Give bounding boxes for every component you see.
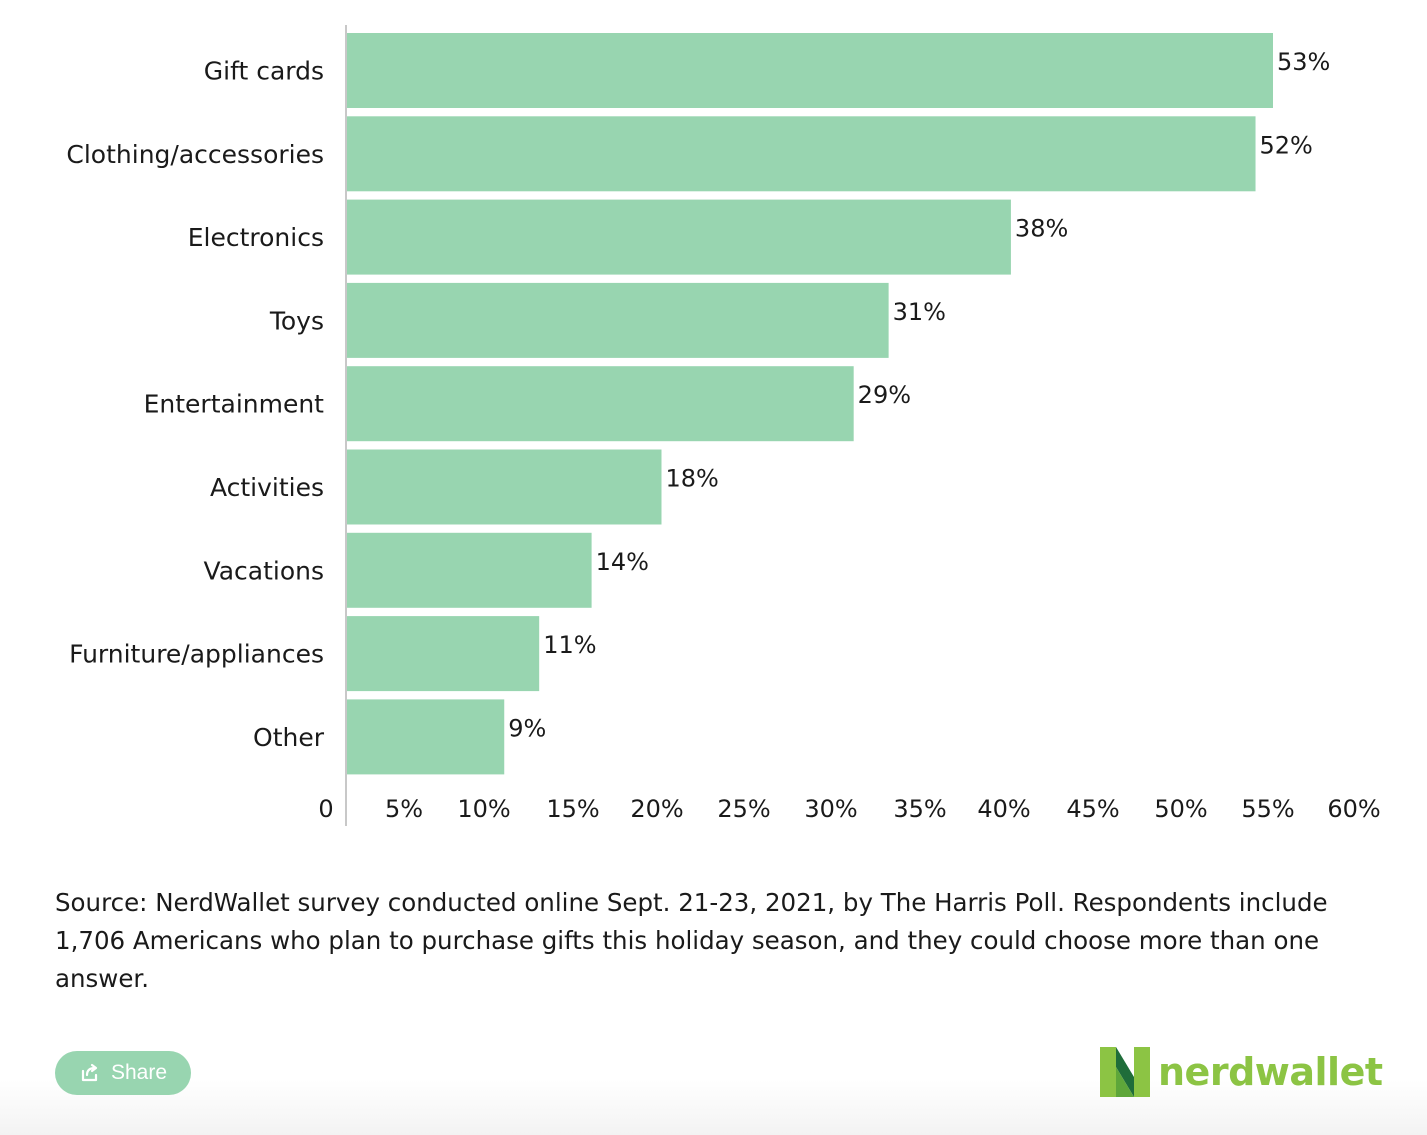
category-label: Toys: [269, 306, 324, 335]
x-tick-label: 45%: [1066, 795, 1119, 823]
value-label: 14%: [596, 548, 649, 576]
x-tick-label: 20%: [630, 795, 683, 823]
bar-5: [347, 449, 662, 525]
bar-1: [347, 116, 1256, 192]
x-tick-label: 15%: [546, 795, 599, 823]
category-label: Activities: [210, 473, 324, 502]
x-tick-label: 30%: [804, 795, 857, 823]
value-label: 29%: [858, 381, 911, 409]
bar-7: [347, 616, 540, 692]
value-label: 9%: [508, 714, 546, 742]
x-tick-label: 10%: [457, 795, 510, 823]
value-label: 53%: [1277, 48, 1330, 76]
x-tick-label: 60%: [1327, 795, 1380, 823]
bar-chart: Gift cards 53% Clothing/accessories 52% Elec…: [66, 25, 1381, 826]
bar-4: [347, 366, 854, 442]
x-axis-ticks: 0 5% 10% 15% 20% 25% 30% 35% 40% 45% 50% 55% 60%: [318, 795, 1380, 823]
x-tick-label: 40%: [977, 795, 1030, 823]
value-label: 52%: [1260, 131, 1313, 159]
x-tick-label: 0: [318, 795, 333, 823]
category-label: Gift cards: [204, 57, 324, 86]
category-label: Electronics: [188, 223, 324, 252]
x-tick-label: 50%: [1154, 795, 1207, 823]
bar-2: [347, 199, 1011, 275]
value-label: 31%: [893, 298, 946, 326]
x-tick-label: 55%: [1241, 795, 1294, 823]
category-label: Furniture/appliances: [69, 640, 324, 669]
bar-0: [347, 33, 1273, 108]
nerdwallet-logo-icon: [1100, 1047, 1150, 1097]
share-icon: [79, 1062, 101, 1084]
source-note: Source: NerdWallet survey conducted onli…: [55, 888, 1328, 993]
category-label: Clothing/accessories: [66, 140, 324, 169]
nerdwallet-wordmark: nerdwallet: [1158, 1050, 1383, 1094]
bars-layer: [347, 33, 1273, 775]
value-label: 11%: [543, 631, 596, 659]
category-label: Vacations: [204, 556, 324, 585]
category-label: Entertainment: [144, 390, 325, 419]
value-label: 18%: [665, 465, 718, 493]
nerdwallet-logo[interactable]: nerdwallet: [1100, 1046, 1383, 1098]
share-button-label: Share: [110, 1061, 168, 1084]
value-label: 38%: [1015, 215, 1068, 243]
x-tick-label: 35%: [893, 795, 946, 823]
bar-8: [347, 699, 505, 775]
x-tick-label: 25%: [717, 795, 770, 823]
x-tick-label: 5%: [385, 795, 423, 823]
category-label: Other: [253, 723, 325, 752]
bar-3: [347, 282, 889, 358]
share-button[interactable]: Share: [55, 1051, 191, 1095]
labels-layer: Gift cards 53% Clothing/accessories 52% Elec…: [66, 48, 1330, 752]
bar-6: [347, 532, 592, 608]
